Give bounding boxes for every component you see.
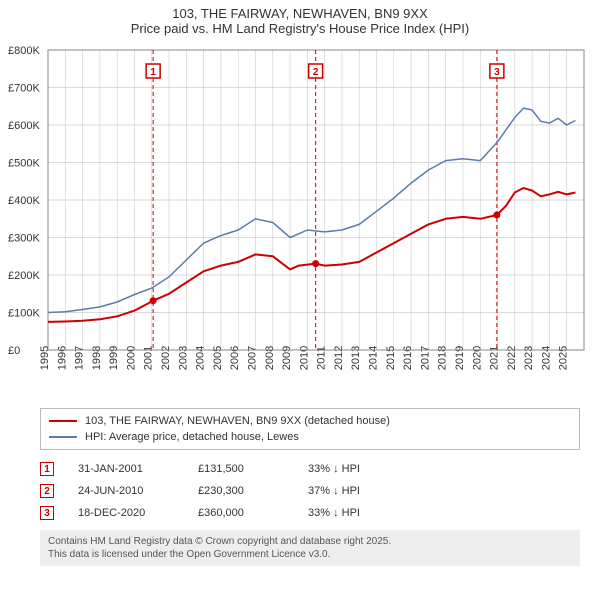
- line-chart: £0 £100K £200K £300K £400K £500K £600K £700K £80…: [8, 42, 592, 402]
- svg-text:2005: 2005: [212, 346, 224, 370]
- svg-text:2009: 2009: [281, 346, 293, 370]
- svg-text:1999: 1999: [108, 346, 120, 370]
- footer-line2: This data is licensed under the Open Gov…: [48, 548, 572, 561]
- svg-text:1995: 1995: [39, 346, 51, 370]
- svg-text:2: 2: [313, 67, 319, 78]
- svg-text:1998: 1998: [91, 346, 103, 370]
- transactions-table: 131-JAN-2001£131,50033% ↓ HPI224-JUN-201…: [40, 458, 580, 524]
- title-line1: 103, THE FAIRWAY, NEWHAVEN, BN9 9XX: [10, 6, 590, 21]
- footer-line1: Contains HM Land Registry data © Crown c…: [48, 535, 572, 548]
- legend-label: HPI: Average price, detached house, Lewe…: [85, 431, 299, 443]
- svg-text:2024: 2024: [540, 346, 552, 370]
- legend-label: 103, THE FAIRWAY, NEWHAVEN, BN9 9XX (det…: [85, 415, 390, 427]
- svg-text:3: 3: [494, 67, 500, 78]
- svg-text:2013: 2013: [350, 346, 362, 370]
- legend-row: HPI: Average price, detached house, Lewe…: [49, 429, 571, 445]
- legend: 103, THE FAIRWAY, NEWHAVEN, BN9 9XX (det…: [40, 408, 580, 450]
- title-line2: Price paid vs. HM Land Registry's House …: [10, 21, 590, 36]
- transaction-date: 24-JUN-2010: [78, 485, 198, 497]
- svg-text:2022: 2022: [506, 346, 518, 370]
- svg-text:£100K: £100K: [8, 308, 40, 320]
- transaction-price: £360,000: [198, 507, 308, 519]
- transaction-row: 1 31-JAN-2001£131,50033% ↓ HPI: [40, 458, 580, 480]
- svg-text:£200K: £200K: [8, 270, 40, 282]
- chart-area: £0 £100K £200K £300K £400K £500K £600K £700K £80…: [8, 42, 592, 402]
- svg-text:2021: 2021: [489, 346, 501, 370]
- svg-text:2020: 2020: [471, 346, 483, 370]
- svg-text:1997: 1997: [74, 346, 86, 370]
- svg-text:£800K: £800K: [8, 45, 40, 57]
- transaction-marker: 3: [40, 506, 54, 520]
- transaction-row: 2 24-JUN-2010£230,30037% ↓ HPI: [40, 480, 580, 502]
- transaction-date: 31-JAN-2001: [78, 463, 198, 475]
- svg-text:£600K: £600K: [8, 120, 40, 132]
- svg-text:£0: £0: [8, 345, 20, 357]
- svg-text:2007: 2007: [246, 346, 258, 370]
- svg-text:2018: 2018: [437, 346, 449, 370]
- svg-text:2014: 2014: [368, 346, 380, 370]
- transaction-marker: 2: [40, 484, 54, 498]
- svg-text:2023: 2023: [523, 346, 535, 370]
- svg-text:2003: 2003: [177, 346, 189, 370]
- svg-text:£700K: £700K: [8, 83, 40, 95]
- transaction-diff: 33% ↓ HPI: [308, 463, 428, 475]
- transaction-diff: 37% ↓ HPI: [308, 485, 428, 497]
- transaction-price: £230,300: [198, 485, 308, 497]
- svg-text:2008: 2008: [264, 346, 276, 370]
- svg-text:2025: 2025: [558, 346, 570, 370]
- legend-swatch: [49, 420, 77, 422]
- svg-text:£300K: £300K: [8, 233, 40, 245]
- transaction-diff: 33% ↓ HPI: [308, 507, 428, 519]
- svg-text:2002: 2002: [160, 346, 172, 370]
- svg-text:2016: 2016: [402, 346, 414, 370]
- svg-text:2000: 2000: [125, 346, 137, 370]
- svg-text:2001: 2001: [143, 346, 155, 370]
- svg-text:£400K: £400K: [8, 195, 40, 207]
- svg-text:2010: 2010: [298, 346, 310, 370]
- svg-text:2015: 2015: [385, 346, 397, 370]
- legend-row: 103, THE FAIRWAY, NEWHAVEN, BN9 9XX (det…: [49, 413, 571, 429]
- svg-text:1996: 1996: [56, 346, 68, 370]
- svg-text:£500K: £500K: [8, 158, 40, 170]
- svg-text:2012: 2012: [333, 346, 345, 370]
- attribution-footer: Contains HM Land Registry data © Crown c…: [40, 530, 580, 566]
- svg-text:2006: 2006: [229, 346, 241, 370]
- transaction-price: £131,500: [198, 463, 308, 475]
- transaction-marker: 1: [40, 462, 54, 476]
- legend-swatch: [49, 436, 77, 438]
- svg-text:2019: 2019: [454, 346, 466, 370]
- transaction-row: 3 18-DEC-2020£360,00033% ↓ HPI: [40, 502, 580, 524]
- transaction-date: 18-DEC-2020: [78, 507, 198, 519]
- chart-title: 103, THE FAIRWAY, NEWHAVEN, BN9 9XX Pric…: [0, 0, 600, 38]
- svg-text:2017: 2017: [419, 346, 431, 370]
- svg-text:2004: 2004: [195, 346, 207, 370]
- svg-text:1: 1: [150, 67, 156, 78]
